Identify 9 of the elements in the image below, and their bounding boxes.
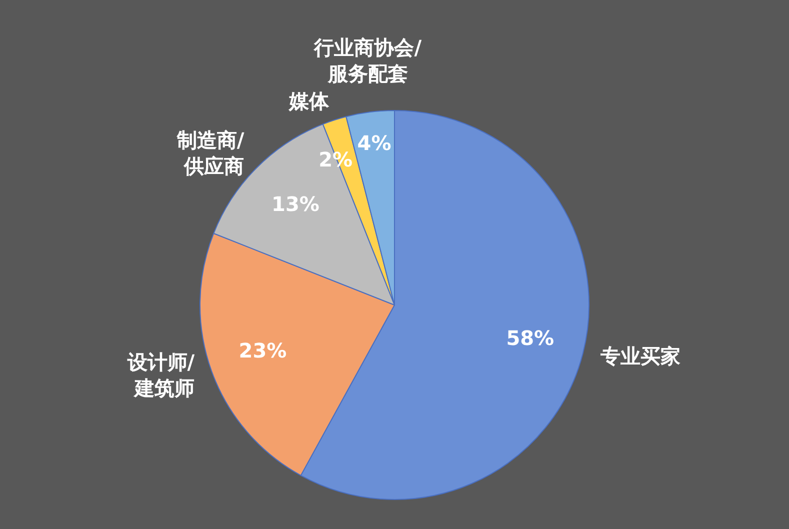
slice-label: 设计师/建筑师: [126, 350, 196, 400]
data-label: 4%: [357, 131, 392, 156]
data-label: 58%: [506, 326, 554, 350]
data-label: 13%: [272, 192, 320, 216]
slice-label: 制造商/供应商: [176, 128, 245, 178]
data-label: 23%: [238, 338, 287, 363]
slice-label: 专业买家: [599, 344, 680, 368]
slice-label: 行业商协会/服务配套: [313, 35, 422, 86]
slice-label: 媒体: [288, 89, 330, 114]
